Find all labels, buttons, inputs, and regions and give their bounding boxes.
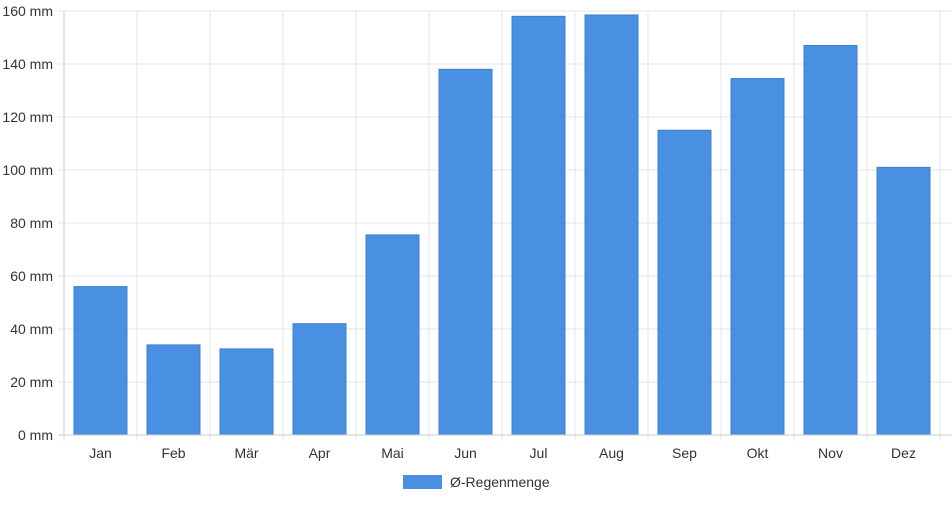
x-tick-labels: Jan Feb Mär Apr Mai Jun Jul Aug Sep Okt Nov Dez <box>89 445 916 461</box>
legend-swatch[interactable] <box>403 475 442 489</box>
x-tick-label: Feb <box>161 445 185 461</box>
bar[interactable] <box>438 68 493 436</box>
x-tick-label: Apr <box>309 445 331 461</box>
bar[interactable] <box>876 166 931 436</box>
x-tick-label: Jan <box>89 445 112 461</box>
bar[interactable] <box>730 78 785 436</box>
bar[interactable] <box>657 129 712 436</box>
x-tick-label: Okt <box>747 445 769 461</box>
bar[interactable] <box>365 234 420 436</box>
y-tick-label: 20 mm <box>10 374 53 390</box>
axes <box>63 11 952 436</box>
x-tick-label: Jun <box>454 445 477 461</box>
x-tick-label: Sep <box>672 445 697 461</box>
y-tick-label: 120 mm <box>2 109 53 125</box>
x-tick-label: Mai <box>381 445 404 461</box>
y-tick-label: 140 mm <box>2 56 53 72</box>
bar[interactable] <box>219 348 274 436</box>
grid-lines <box>58 10 952 441</box>
y-tick-label: 60 mm <box>10 268 53 284</box>
x-tick-label: Dez <box>891 445 916 461</box>
x-tick-label: Jul <box>530 445 548 461</box>
x-tick-label: Mär <box>234 445 258 461</box>
bar[interactable] <box>146 344 201 436</box>
y-tick-label: 160 mm <box>2 3 53 19</box>
bar[interactable] <box>584 14 639 436</box>
x-tick-label: Nov <box>818 445 843 461</box>
y-tick-label: 40 mm <box>10 321 53 337</box>
bar[interactable] <box>511 15 566 436</box>
y-tick-labels: 0 mm 20 mm 40 mm 60 mm 80 mm 100 mm 120 mm 140 … <box>2 3 53 443</box>
bar[interactable] <box>73 286 128 436</box>
y-tick-label: 80 mm <box>10 215 53 231</box>
legend-label[interactable]: Ø-Regenmenge <box>450 474 550 490</box>
bar-series <box>73 14 931 436</box>
x-tick-label: Aug <box>599 445 624 461</box>
y-tick-label: 100 mm <box>2 162 53 178</box>
bar[interactable] <box>292 323 347 436</box>
legend[interactable]: Ø-Regenmenge <box>403 474 550 490</box>
bar[interactable] <box>803 44 858 436</box>
y-tick-label: 0 mm <box>18 427 53 443</box>
